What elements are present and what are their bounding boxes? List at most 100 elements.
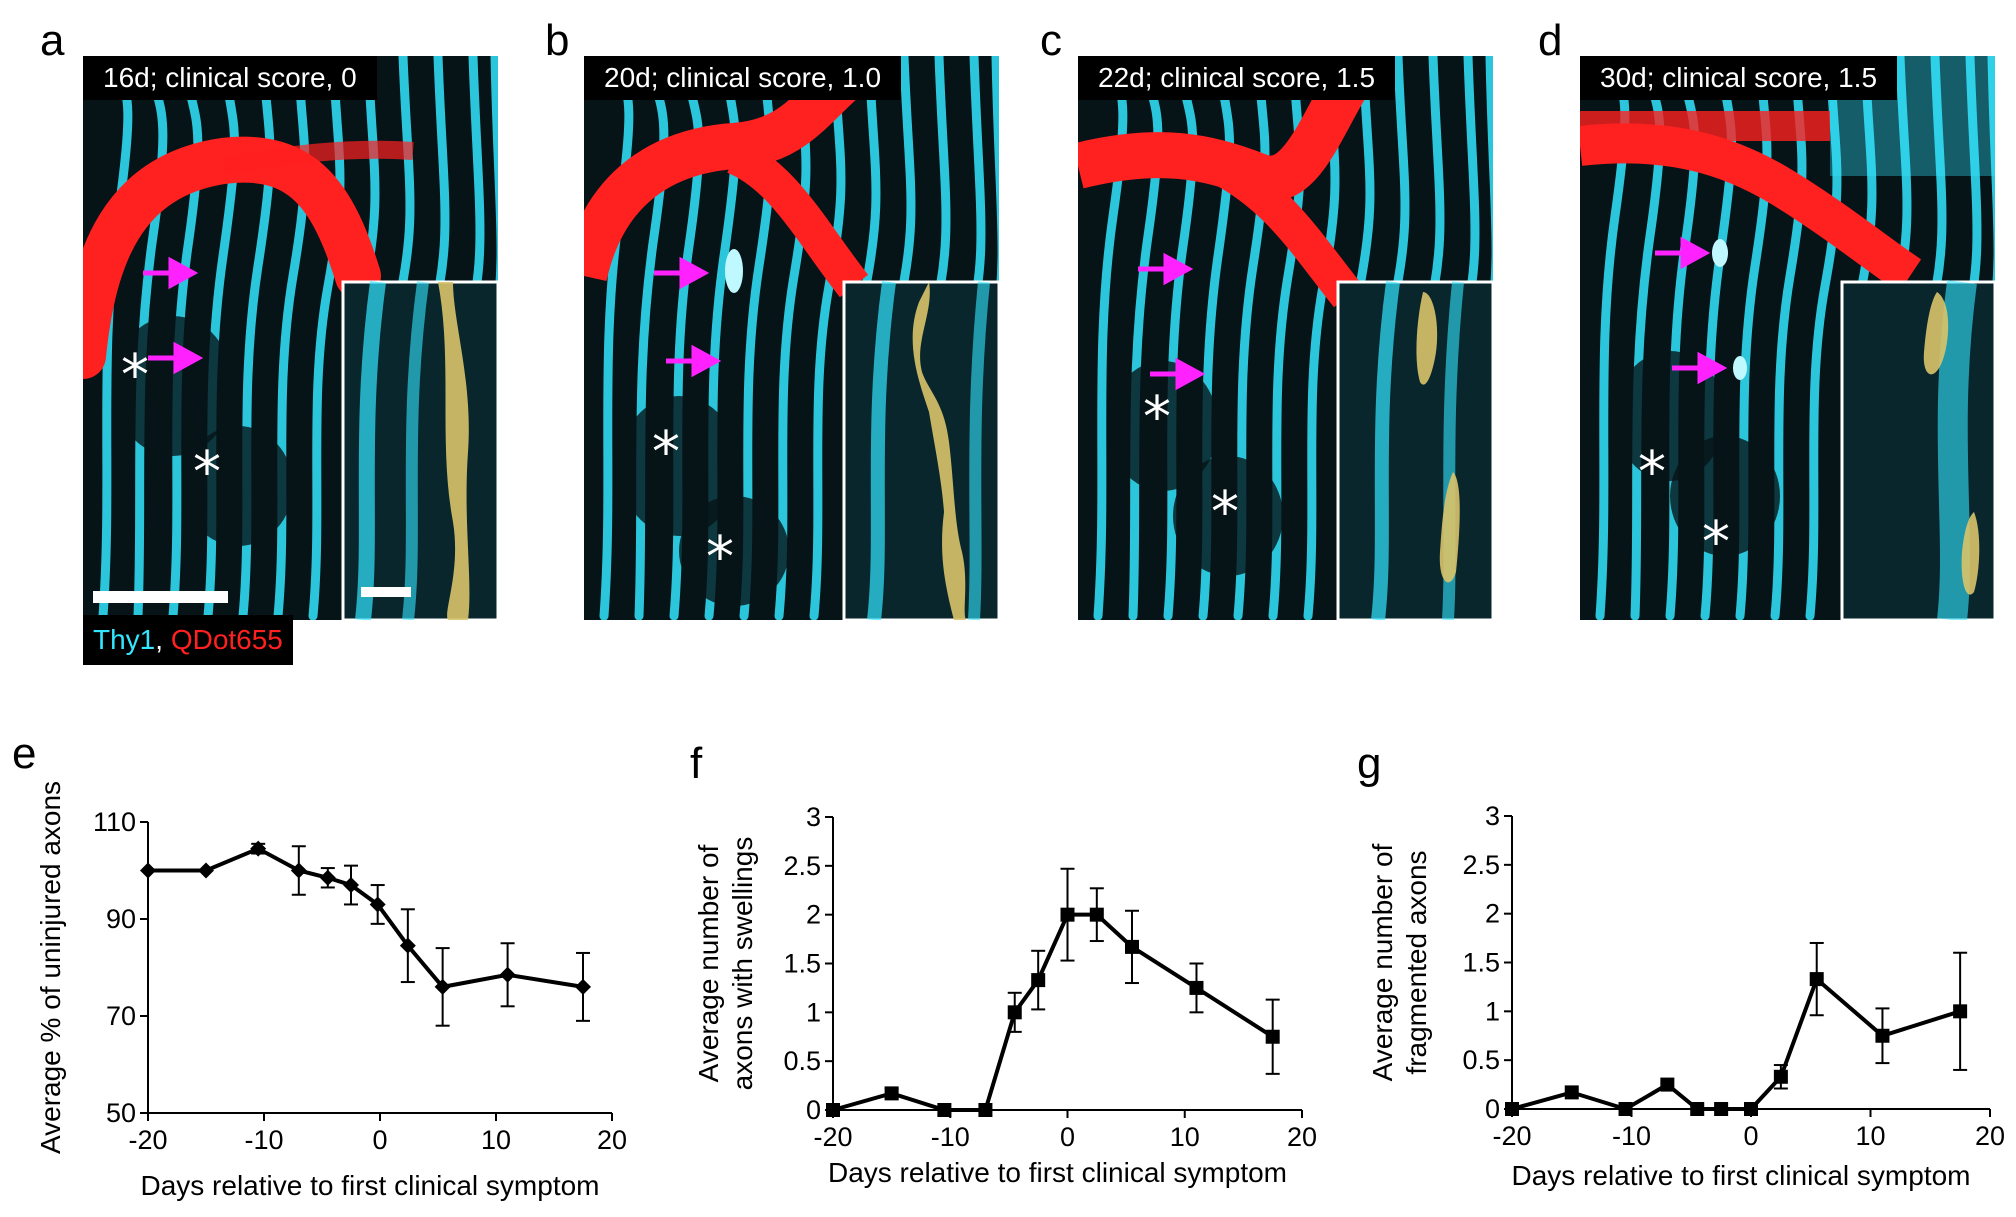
- chart-e-data-point: [434, 978, 451, 995]
- micrograph-b: * * 20d; clinical score, 1.0: [584, 56, 999, 620]
- chart-f-ytick-label: 1.5: [783, 949, 821, 979]
- chart-g-ytick-label: 3: [1485, 801, 1500, 831]
- chart-e-data-point: [399, 937, 416, 954]
- chart-g-ytick-label: 1.5: [1462, 948, 1500, 978]
- chart-e-xtick-label: 10: [481, 1125, 511, 1155]
- micrograph-c: * * 22d; clinical score, 1.5: [1078, 56, 1493, 620]
- channel-legend: Thy1, QDot655: [83, 615, 293, 665]
- chart-e-data-point: [499, 966, 516, 983]
- svg-text:*: *: [1143, 385, 1171, 450]
- chart-f-data-point: [1089, 907, 1104, 922]
- chart-e-ytick-label: 110: [93, 807, 136, 837]
- chart-f-xlabel: Days relative to first clinical symptom: [828, 1157, 1287, 1188]
- svg-text:*: *: [1211, 480, 1239, 545]
- svg-text:*: *: [706, 525, 734, 590]
- svg-text:*: *: [193, 440, 221, 505]
- chart-g-ytick-label: 0.5: [1462, 1045, 1500, 1075]
- chart-f-ylabel: axons with swellings: [727, 837, 758, 1091]
- svg-text:*: *: [1702, 510, 1730, 575]
- chart-g-xtick-label: -20: [1492, 1121, 1531, 1151]
- chart-f-data-point: [1007, 1005, 1022, 1020]
- chart-e-xtick-label: 20: [597, 1125, 627, 1155]
- chart-g-ytick-label: 2.5: [1462, 850, 1500, 880]
- chart-e-data-point: [140, 862, 156, 879]
- chart-g-xtick-label: -10: [1612, 1121, 1651, 1151]
- chart-e-xlabel: Days relative to first clinical symptom: [140, 1170, 599, 1201]
- chart-e-letter: e: [12, 729, 36, 778]
- chart-g-series-line: [1511, 975, 1961, 1112]
- chart-f-xtick-label: 10: [1170, 1122, 1200, 1152]
- chart-g-data-point: [1690, 1102, 1705, 1116]
- chart-g-data-point: [1953, 1004, 1968, 1019]
- chart-e-ylabel: Average % of uninjured axons: [35, 781, 66, 1154]
- chart-f-data-point: [1265, 1029, 1280, 1044]
- micrograph-a-image: * *: [83, 56, 498, 620]
- chart-g-data-point: [1564, 1085, 1579, 1100]
- chart-g-xtick-label: 0: [1743, 1121, 1758, 1151]
- chart-e-data-point: [198, 862, 214, 879]
- chart-g-xtick-label: 10: [1855, 1121, 1885, 1151]
- micrograph-c-image: * *: [1078, 56, 1493, 620]
- legend-thy1: Thy1: [93, 624, 156, 655]
- chart-g-data-point: [1809, 972, 1824, 987]
- chart-f-data-point: [1031, 973, 1046, 988]
- chart-g-ytick-label: 1: [1485, 996, 1500, 1026]
- chart-f-ytick-label: 2: [806, 900, 821, 930]
- legend-separator: ,: [155, 624, 164, 655]
- chart-e-xtick-label: -20: [128, 1125, 167, 1155]
- chart-f-data-point: [826, 1103, 840, 1117]
- panel-label-b: 20d; clinical score, 1.0: [584, 56, 902, 100]
- chart-e-data-point: [369, 896, 386, 913]
- chart-f-ytick-label: 0: [806, 1095, 821, 1125]
- chart-e-xtick-label: -10: [244, 1125, 283, 1155]
- chart-e-ytick-label: 90: [106, 904, 136, 934]
- svg-text:*: *: [121, 343, 149, 408]
- chart-f-ytick-label: 0.5: [783, 1046, 821, 1076]
- chart-f-data-point: [1189, 980, 1204, 995]
- chart-e-data-point: [575, 978, 591, 995]
- chart-g-ytick-label: 0: [1485, 1094, 1500, 1124]
- micrograph-b-image: * *: [584, 56, 999, 620]
- chart-e-xtick-label: 0: [372, 1125, 387, 1155]
- micrograph-d-image: * *: [1580, 56, 1995, 620]
- panel-label-a: 16d; clinical score, 0: [83, 56, 377, 100]
- panel-letter-c: c: [1040, 16, 1062, 65]
- chart-f-data-point: [1124, 939, 1139, 954]
- chart-f-data-point: [1060, 907, 1075, 922]
- chart-g-data-point: [1660, 1077, 1675, 1092]
- chart-g-data-point: [1773, 1069, 1788, 1084]
- chart-g-data-point: [1505, 1102, 1519, 1116]
- chart-f-letter: f: [690, 739, 703, 788]
- micrograph-a: * * 16d; clinical score, 0: [83, 56, 498, 620]
- chart-g-xlabel: Days relative to first clinical symptom: [1511, 1160, 1970, 1191]
- panel-label-c: 22d; clinical score, 1.5: [1078, 56, 1396, 100]
- chart-g-xtick-label: 20: [1975, 1121, 2005, 1151]
- chart-g-ylabel: fragmented axons: [1401, 850, 1432, 1074]
- chart-g-data-point: [1618, 1102, 1633, 1116]
- chart-f-data-point: [884, 1086, 899, 1101]
- legend-qdot655: QDot655: [170, 624, 283, 655]
- panel-letter-b: b: [545, 16, 570, 65]
- chart-g-ytick-label: 2: [1485, 899, 1500, 929]
- chart-e-series-line: [148, 846, 584, 990]
- chart-e-data-point: [343, 877, 359, 894]
- chart-e-data-point: [319, 869, 336, 886]
- panel-letter-a: a: [40, 16, 65, 65]
- chart-g-data-point: [1744, 1102, 1758, 1116]
- chart-f-data-point: [937, 1103, 952, 1117]
- chart-f-ytick-label: 1: [806, 997, 821, 1027]
- chart-g-data-point: [1875, 1028, 1890, 1043]
- chart-f-series-line: [832, 912, 1274, 1112]
- chart-e-ytick-label: 50: [106, 1098, 136, 1128]
- chart-f-ylabel: Average number of: [693, 844, 724, 1082]
- chart-g-ylabel: Average number of: [1367, 843, 1398, 1081]
- svg-text:*: *: [1638, 440, 1666, 505]
- chart-f-xtick-label: -10: [931, 1122, 970, 1152]
- chart-f-xtick-label: 20: [1287, 1122, 1317, 1152]
- chart-f-ytick-label: 2.5: [783, 851, 821, 881]
- panel-label-d: 30d; clinical score, 1.5: [1580, 56, 1898, 100]
- chart-e-data-point: [290, 862, 307, 879]
- chart-g-letter: g: [1357, 739, 1381, 788]
- chart-e-ytick-label: 70: [106, 1001, 136, 1031]
- micrograph-d: * * 30d; clinical score, 1.5: [1580, 56, 1995, 620]
